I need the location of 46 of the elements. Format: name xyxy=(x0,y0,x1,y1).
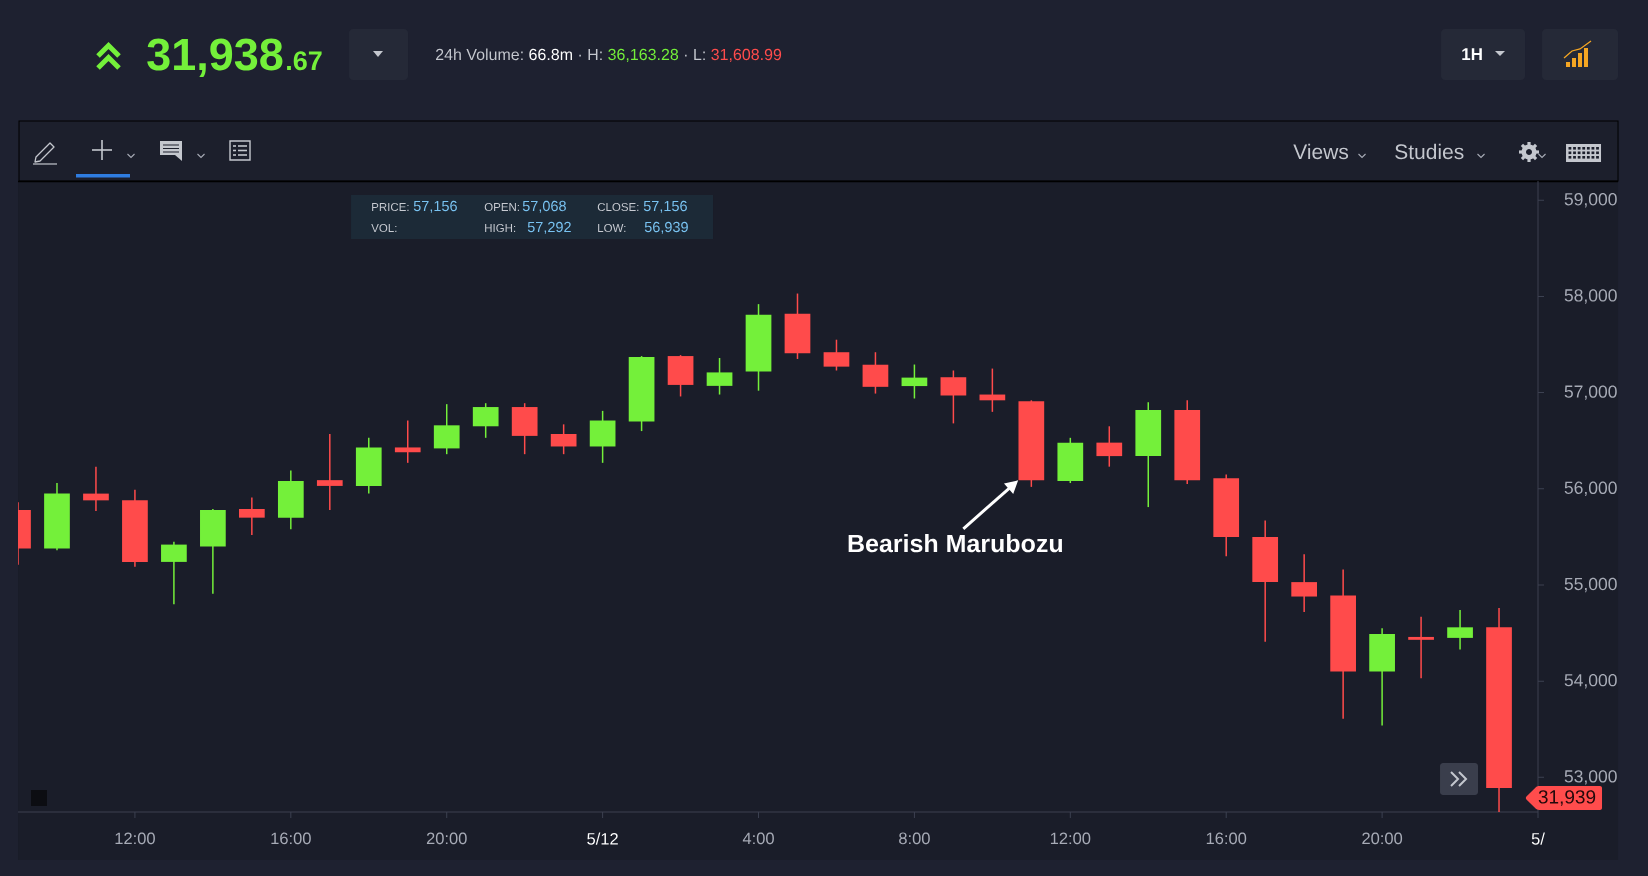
annotation: HIGH: xyxy=(485,223,516,233)
annotation: OPEN: xyxy=(484,202,519,212)
y-tick-label: 53,000 xyxy=(1564,770,1617,785)
annotation: PRICE: xyxy=(372,202,409,212)
annotation: 57,068 xyxy=(522,200,566,213)
y-tick-label: 59,000 xyxy=(1564,193,1617,208)
x-tick-label: 5/12 xyxy=(587,832,618,845)
x-tick-label: 4:00 xyxy=(742,832,774,845)
x-tick-label: 20:00 xyxy=(1362,832,1403,845)
candlestick xyxy=(901,363,928,400)
text: 66.8m xyxy=(529,48,572,61)
x-tick-label: 16:00 xyxy=(1206,832,1247,845)
y-tick-label: 56,000 xyxy=(1564,481,1617,497)
x-tick-label: 5/ xyxy=(1531,832,1545,845)
annotation: 57,156 xyxy=(643,200,687,213)
annotation: LOW: xyxy=(598,223,626,233)
x-tick-label: 20:00 xyxy=(426,832,467,845)
text: 31,608.99 xyxy=(711,48,782,63)
text: Studies xyxy=(1395,143,1464,160)
x-tick-label: 12:00 xyxy=(1050,832,1091,845)
x-tick-label: 16:00 xyxy=(271,832,311,845)
annotation: CLOSE: xyxy=(597,202,639,212)
x-tick-label: 8:00 xyxy=(899,832,930,845)
x-tick-label: 12:00 xyxy=(115,832,155,845)
annotation: 57,156 xyxy=(413,200,457,213)
candlestick xyxy=(316,433,343,511)
candlestick xyxy=(83,465,109,512)
y-tick-label: 58,000 xyxy=(1564,289,1617,304)
text: .67 xyxy=(287,51,322,71)
text: 24h Volume: xyxy=(436,48,523,61)
annotation: 56,939 xyxy=(644,221,688,234)
y-tick-label: 54,000 xyxy=(1564,673,1617,689)
y-tick-label: 57,000 xyxy=(1564,385,1617,400)
annotation: VOL: xyxy=(371,223,397,233)
text: Views xyxy=(1293,143,1349,160)
text: 31,938 xyxy=(147,38,283,77)
candlestick xyxy=(1408,615,1434,680)
text: 31,939 xyxy=(1538,790,1596,806)
candlestick xyxy=(394,419,421,464)
annotation: Bearish Marubozu xyxy=(848,533,1063,553)
text: · L: xyxy=(685,48,705,60)
text: · H: xyxy=(579,48,602,60)
text: 1H xyxy=(1462,48,1482,60)
annotation: 57,292 xyxy=(527,221,571,234)
text: 36,163.28 xyxy=(608,48,679,63)
y-tick-label: 55,000 xyxy=(1564,577,1617,593)
